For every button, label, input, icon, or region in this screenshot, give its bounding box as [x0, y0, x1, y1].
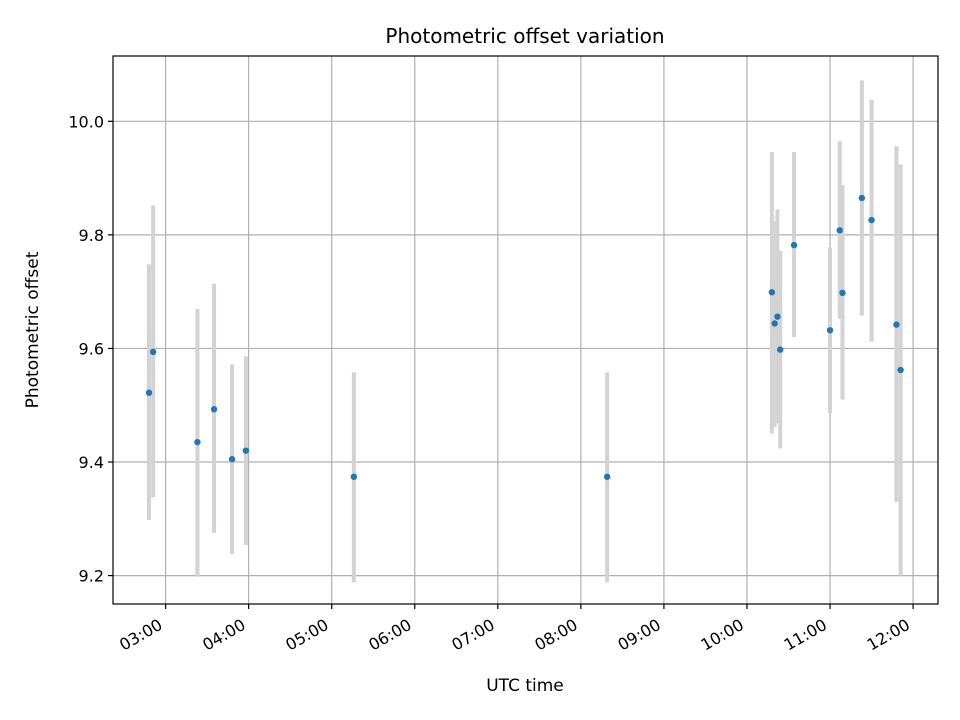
y-tick-label: 9.6 [79, 339, 104, 358]
data-point [839, 289, 846, 297]
data-point [897, 366, 904, 374]
data-point [194, 438, 201, 446]
y-axis-title: Photometric offset [23, 251, 43, 408]
x-axis-title: UTC time [486, 676, 564, 696]
data-point [768, 289, 776, 296]
data-point [242, 447, 250, 454]
data-point [210, 406, 218, 413]
y-tick-label: 10.0 [68, 112, 104, 131]
data-point [836, 227, 843, 234]
y-tick-label: 9.2 [79, 567, 104, 586]
data-point [790, 241, 798, 249]
data-point [826, 327, 834, 334]
data-point [858, 194, 866, 202]
grid [113, 56, 938, 604]
y-tick-label: 9.4 [79, 453, 104, 472]
data-point [603, 473, 611, 480]
data-point [771, 320, 778, 327]
y-axis-ticks: 9.2 9.4 9.6 9.8 10.0 [68, 112, 113, 586]
data-point [149, 348, 157, 356]
y-tick-label: 9.8 [79, 226, 104, 245]
data-point [350, 473, 358, 480]
data-point [868, 216, 875, 224]
chart-title: Photometric offset variation [385, 24, 664, 48]
data-points [145, 194, 904, 480]
data-point [776, 346, 784, 353]
data-point [228, 455, 236, 463]
plot-frame [112, 55, 939, 605]
data-point [774, 313, 781, 320]
data-point [145, 389, 153, 396]
data-point [893, 321, 900, 328]
